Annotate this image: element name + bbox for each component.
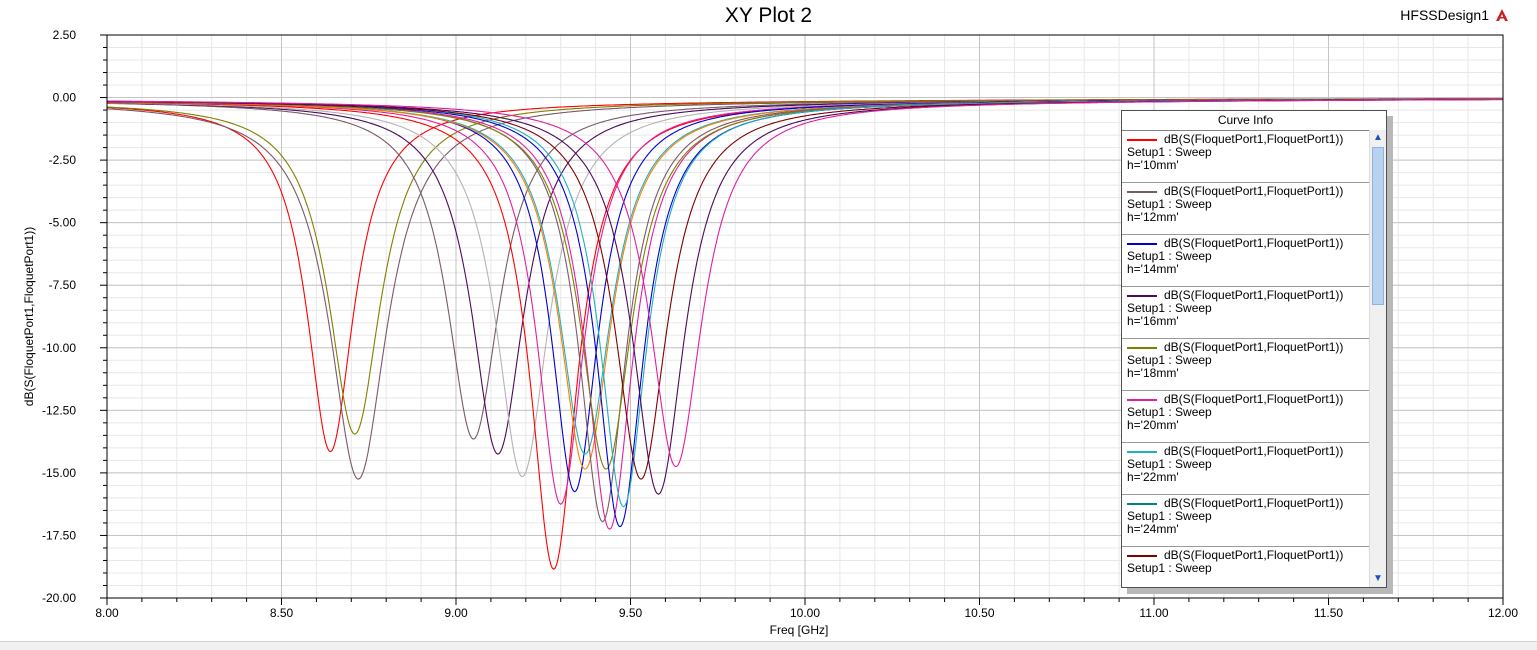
legend-trace-name: dB(S(FloquetPort1,FloquetPort1)) [1164, 496, 1344, 510]
legend-setup: Setup1 : Sweep [1127, 353, 1212, 367]
legend-entry[interactable]: dB(S(FloquetPort1,FloquetPort1)) Setup1 :… [1122, 495, 1369, 547]
x-tick-label: 11.50 [1314, 606, 1343, 620]
legend-trace-name: dB(S(FloquetPort1,FloquetPort1)) [1164, 132, 1344, 146]
y-tick-label: -2.50 [49, 153, 77, 167]
legend-swatch [1127, 346, 1157, 349]
legend-swatch [1127, 138, 1157, 141]
scroll-up-icon[interactable]: ▲ [1373, 132, 1383, 143]
legend-setup: Setup1 : Sweep [1127, 197, 1212, 211]
legend-param: h='14mm' [1127, 262, 1179, 276]
scroll-thumb[interactable] [1372, 147, 1384, 305]
x-tick-label: 11.00 [1139, 606, 1168, 620]
legend-trace-name: dB(S(FloquetPort1,FloquetPort1)) [1164, 236, 1344, 250]
legend-setup: Setup1 : Sweep [1127, 145, 1212, 159]
legend-param: h='18mm' [1127, 366, 1179, 380]
y-tick-label: -12.50 [42, 403, 76, 417]
x-tick-label: 9.00 [444, 606, 468, 620]
legend-param: h='24mm' [1127, 522, 1179, 536]
y-axis-label: dB(S(FloquetPort1,FloquetPort1)) [22, 227, 36, 406]
legend-scrollbar[interactable]: ▲ ▼ [1369, 130, 1386, 587]
plot-title: XY Plot 2 [724, 4, 813, 27]
legend-trace-name: dB(S(FloquetPort1,FloquetPort1)) [1164, 288, 1344, 302]
x-axis-label: Freq [GHz] [770, 623, 829, 637]
x-tick-label: 10.00 [790, 606, 820, 620]
y-tick-label: -17.50 [42, 528, 76, 542]
legend-entry[interactable]: dB(S(FloquetPort1,FloquetPort1)) Setup1 :… [1122, 235, 1369, 287]
legend-title: Curve Info [1122, 111, 1369, 131]
legend-setup: Setup1 : Sweep [1127, 457, 1212, 471]
legend-entry[interactable]: dB(S(FloquetPort1,FloquetPort1)) Setup1 :… [1122, 287, 1369, 339]
x-tick-label: 9.50 [619, 606, 643, 620]
design-name: HFSSDesign1 [1400, 7, 1489, 23]
legend-trace-name: dB(S(FloquetPort1,FloquetPort1)) [1164, 184, 1344, 198]
y-tick-label: -15.00 [42, 466, 76, 480]
legend-trace-name: dB(S(FloquetPort1,FloquetPort1)) [1164, 340, 1344, 354]
legend-entry[interactable]: dB(S(FloquetPort1,FloquetPort1)) Setup1 :… [1122, 391, 1369, 443]
legend-swatch [1127, 450, 1157, 453]
legend-entry[interactable]: dB(S(FloquetPort1,FloquetPort1)) Setup1 :… [1122, 131, 1369, 183]
legend-setup: Setup1 : Sweep [1127, 405, 1212, 419]
legend-param: h='12mm' [1127, 210, 1179, 224]
legend-param: h='20mm' [1127, 418, 1179, 432]
y-tick-label: 2.50 [53, 28, 77, 42]
legend-entry[interactable]: dB(S(FloquetPort1,FloquetPort1)) Setup1 :… [1122, 547, 1369, 587]
legend-swatch [1127, 502, 1157, 505]
legend-swatch [1127, 398, 1157, 401]
legend-param: h='22mm' [1127, 470, 1179, 484]
y-tick-label: -10.00 [42, 341, 76, 355]
legend-param: h='10mm' [1127, 158, 1179, 172]
legend-setup: Setup1 : Sweep [1127, 301, 1212, 315]
x-tick-label: 12.00 [1488, 606, 1518, 620]
x-tick-label: 8.50 [270, 606, 294, 620]
legend-setup: Setup1 : Sweep [1127, 561, 1212, 575]
y-tick-label: -20.00 [42, 591, 76, 605]
legend-list: dB(S(FloquetPort1,FloquetPort1)) Setup1 :… [1122, 131, 1369, 587]
legend-trace-name: dB(S(FloquetPort1,FloquetPort1)) [1164, 548, 1344, 562]
legend-swatch [1127, 242, 1157, 245]
y-tick-label: 0.00 [53, 91, 77, 105]
legend-setup: Setup1 : Sweep [1127, 249, 1212, 263]
x-tick-label: 8.00 [95, 606, 119, 620]
bottom-status-strip [0, 641, 1537, 650]
legend-trace-name: dB(S(FloquetPort1,FloquetPort1)) [1164, 444, 1344, 458]
x-tick-label: 10.50 [964, 606, 994, 620]
scroll-down-icon[interactable]: ▼ [1373, 573, 1383, 584]
y-tick-label: -7.50 [49, 278, 77, 292]
legend-entry[interactable]: dB(S(FloquetPort1,FloquetPort1)) Setup1 :… [1122, 183, 1369, 235]
legend-setup: Setup1 : Sweep [1127, 509, 1212, 523]
legend-swatch [1127, 294, 1157, 297]
legend-entry[interactable]: dB(S(FloquetPort1,FloquetPort1)) Setup1 :… [1122, 339, 1369, 391]
ansys-logo-icon [1496, 9, 1508, 21]
legend-swatch [1127, 554, 1157, 557]
legend-swatch [1127, 190, 1157, 193]
curve-info-legend[interactable]: Curve Info dB(S(FloquetPort1,FloquetPort… [1121, 110, 1387, 588]
legend-trace-name: dB(S(FloquetPort1,FloquetPort1)) [1164, 392, 1344, 406]
y-tick-label: -5.00 [49, 216, 77, 230]
legend-param: h='16mm' [1127, 314, 1179, 328]
legend-entry[interactable]: dB(S(FloquetPort1,FloquetPort1)) Setup1 :… [1122, 443, 1369, 495]
curve-trace[interactable] [106, 99, 1503, 468]
